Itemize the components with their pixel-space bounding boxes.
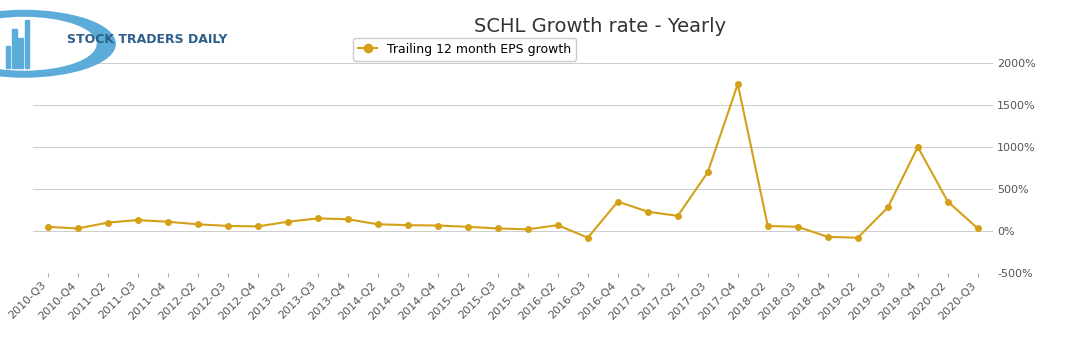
- FancyBboxPatch shape: [19, 38, 23, 68]
- FancyBboxPatch shape: [25, 20, 29, 68]
- Text: STOCK TRADERS DAILY: STOCK TRADERS DAILY: [68, 33, 228, 46]
- FancyBboxPatch shape: [12, 29, 16, 68]
- Text: SCHL Growth rate - Yearly: SCHL Growth rate - Yearly: [473, 18, 727, 36]
- Circle shape: [0, 18, 96, 70]
- Legend: Trailing 12 month EPS growth: Trailing 12 month EPS growth: [353, 38, 576, 61]
- Circle shape: [0, 10, 116, 77]
- FancyBboxPatch shape: [7, 46, 10, 68]
